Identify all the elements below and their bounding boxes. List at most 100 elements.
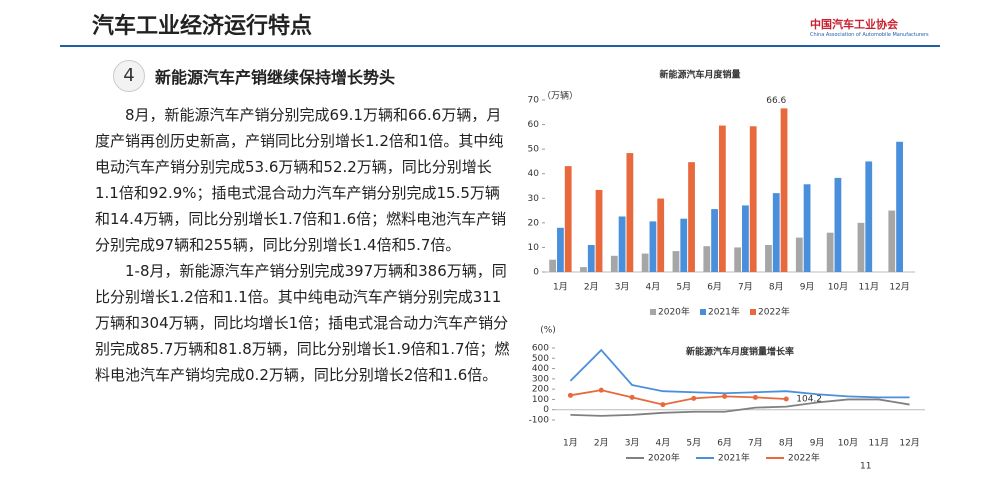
bar (626, 153, 634, 272)
bar (672, 251, 680, 272)
x-tick-label: 10月 (828, 282, 848, 293)
x-tick-label: 1月 (563, 438, 578, 449)
x-tick-label: 11月 (859, 282, 879, 293)
legend-label: 2022年 (788, 452, 820, 464)
line (570, 389, 787, 406)
bar (688, 162, 695, 272)
legend-label: 2022年 (758, 306, 790, 318)
x-tick-label: 9月 (800, 282, 815, 293)
header-rule (60, 45, 940, 47)
bar (865, 161, 873, 272)
bar (718, 125, 726, 272)
x-tick-label: 1月 (553, 282, 568, 293)
bar (734, 247, 742, 272)
marker (752, 394, 758, 400)
header-title: 汽车工业经济运行特点 (92, 14, 313, 39)
legend-label: 2020年 (658, 306, 690, 318)
y-tick-label: 600 (532, 344, 549, 354)
legend-label: 2021年 (708, 306, 740, 318)
bar (711, 209, 718, 272)
line (570, 398, 910, 417)
legend-swatch (650, 309, 656, 315)
chart-title: 新能源汽车月度销量 (659, 69, 740, 81)
y-tick-label: 50 (528, 145, 540, 155)
x-tick-label: 2月 (584, 282, 599, 293)
marker (691, 395, 697, 401)
bar (765, 244, 772, 272)
y-tick-label: 60 (528, 120, 540, 130)
y-tick-label: -100 (529, 416, 550, 426)
chart-title: 新能源汽车月度销量增长率 (686, 346, 794, 358)
x-tick-label: 4月 (656, 438, 671, 449)
bar (680, 218, 688, 272)
y-tick-label: 400 (532, 364, 549, 374)
bar (703, 246, 711, 272)
marker (783, 396, 789, 402)
section-title: 新能源汽车产销继续保持增长势头 (155, 68, 396, 87)
y-axis-label: (%) (540, 326, 556, 336)
bar (657, 198, 665, 272)
x-tick-label: 8月 (769, 282, 784, 293)
bar (618, 216, 626, 272)
y-tick-label: 0 (543, 405, 549, 415)
bar (826, 232, 834, 272)
annotation: 66.6 (766, 96, 786, 106)
x-tick-label: 3月 (615, 282, 630, 293)
page-number: 11 (860, 462, 871, 472)
x-tick-label: 8月 (779, 438, 794, 449)
bar (834, 177, 842, 272)
y-tick-label: 30 (528, 194, 540, 204)
bar (896, 141, 903, 272)
y-tick-label: 0 (533, 268, 539, 278)
logo-en: China Association of Automobile Manufact… (810, 32, 929, 38)
legend-label: 2021年 (718, 452, 750, 464)
marker (722, 393, 728, 399)
x-tick-label: 12月 (889, 282, 909, 293)
bar (549, 259, 557, 272)
annotation: 104.2 (796, 394, 822, 404)
bar (649, 221, 657, 272)
marker (598, 387, 604, 393)
x-tick-label: 12月 (899, 438, 919, 449)
bar (888, 210, 896, 272)
legend-label: 2020年 (648, 452, 680, 464)
bar (595, 189, 603, 272)
bar (803, 184, 811, 272)
line (569, 348, 910, 399)
x-tick-label: 6月 (707, 282, 722, 293)
paragraph: 1-8月，新能源汽车产销分别完成397万辆和386万辆，同比分别增长1.2倍和1… (95, 262, 510, 384)
y-tick-label: 100 (532, 395, 549, 405)
y-tick-label: 300 (532, 374, 549, 384)
y-tick-label: 500 (532, 354, 549, 364)
bar (580, 267, 587, 272)
x-tick-label: 4月 (646, 282, 661, 293)
legend-swatch (750, 309, 756, 315)
bar (587, 244, 595, 272)
bar (772, 193, 780, 272)
x-tick-label: 9月 (810, 438, 825, 449)
body-text: 8月，新能源汽车产销分别完成69.1万辆和66.6万辆，月度产销再创历史新高，产… (95, 102, 510, 388)
x-tick-label: 2月 (594, 438, 609, 449)
bar (742, 205, 749, 272)
y-axis-label: （万辆） (542, 90, 578, 102)
bar (641, 253, 649, 272)
y-tick-label: 40 (528, 169, 540, 179)
x-tick-label: 7月 (738, 282, 753, 293)
x-tick-label: 5月 (686, 438, 701, 449)
y-tick-label: 200 (532, 385, 549, 395)
bar (780, 108, 788, 273)
x-tick-label: 10月 (838, 438, 858, 449)
marker (660, 402, 666, 408)
y-tick-label: 20 (528, 218, 540, 228)
logo: 中国汽车工业协会 (810, 18, 898, 31)
bar (557, 227, 564, 272)
bar (610, 255, 618, 272)
x-tick-label: 11月 (869, 438, 889, 449)
x-tick-label: 7月 (748, 438, 763, 449)
section-number: 4 (113, 60, 145, 92)
bar (795, 237, 803, 272)
y-tick-label: 70 (528, 96, 540, 106)
x-tick-label: 6月 (717, 438, 732, 449)
